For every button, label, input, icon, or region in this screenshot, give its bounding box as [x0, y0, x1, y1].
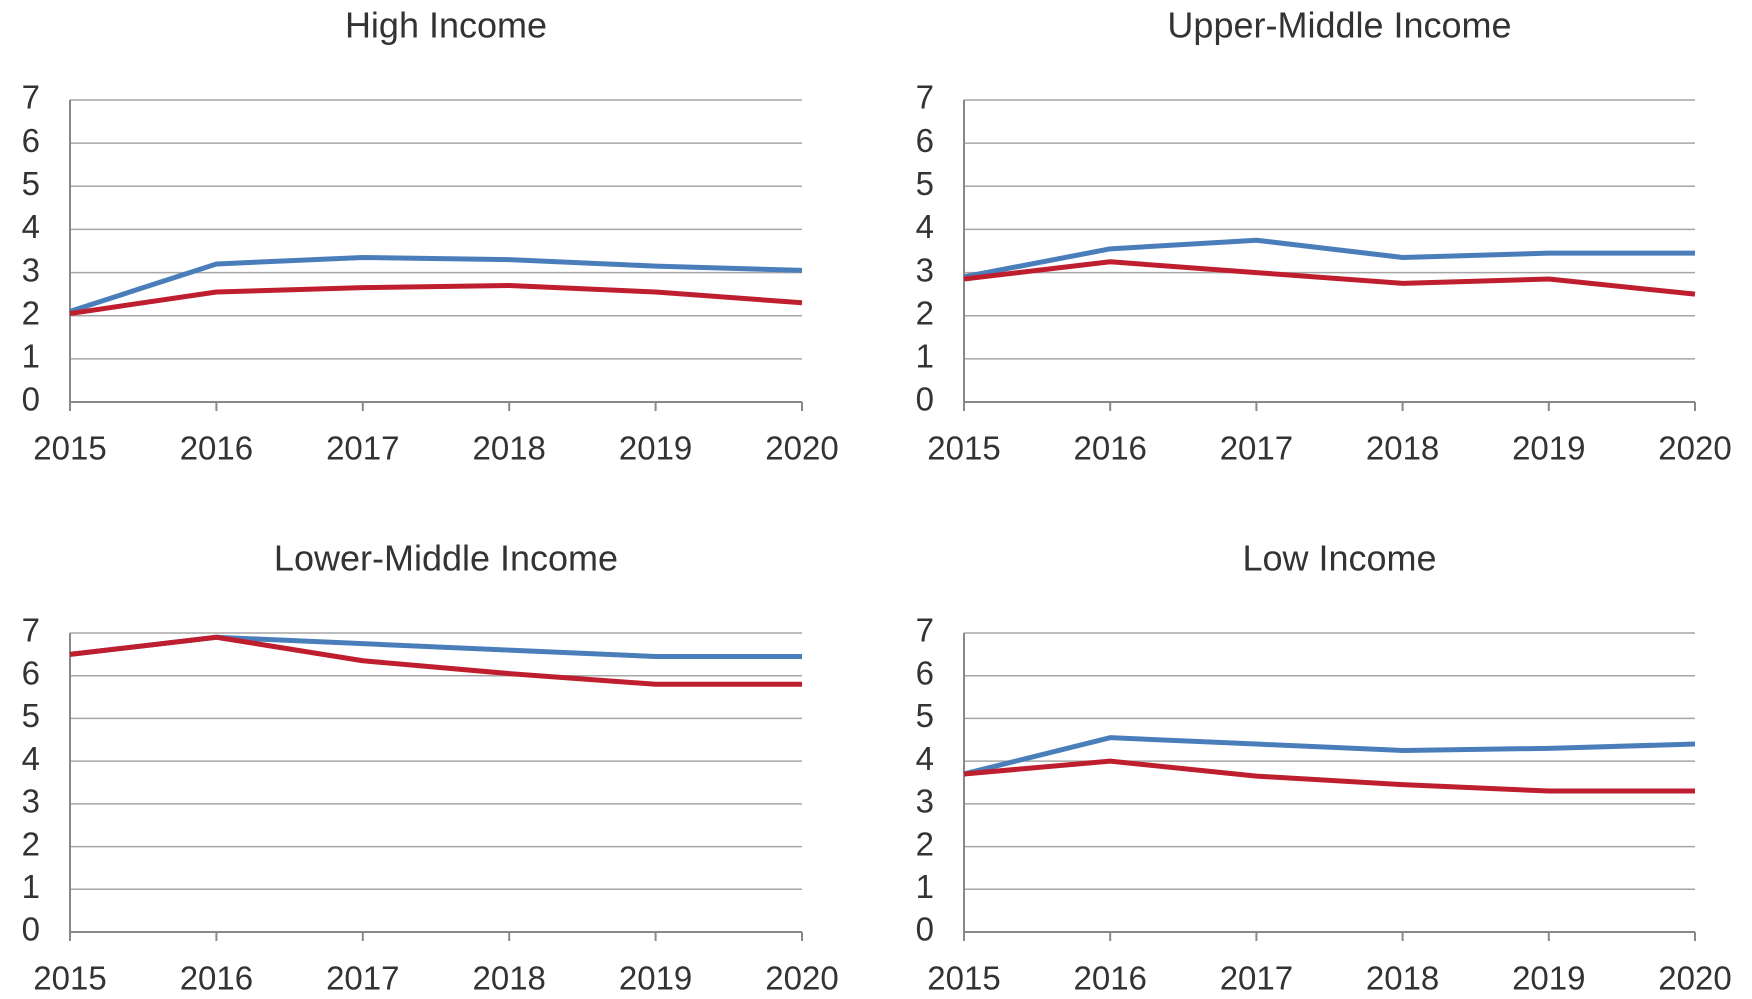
y-tick-label: 1 — [22, 338, 40, 375]
y-tick-label: 1 — [22, 868, 40, 905]
y-tick-label: 5 — [22, 165, 40, 202]
y-tick-label: 1 — [916, 868, 934, 905]
y-tick-label: 0 — [916, 381, 934, 418]
series-line — [963, 735, 1696, 777]
x-tick-label: 2020 — [1658, 960, 1731, 997]
series-line — [963, 237, 1695, 280]
x-tick-label: 2016 — [1073, 960, 1146, 997]
x-tick-label: 2017 — [1220, 430, 1293, 467]
y-tick-label: 5 — [916, 165, 934, 202]
x-tick-label: 2016 — [1073, 430, 1146, 467]
x-tick-label: 2020 — [1658, 430, 1731, 467]
x-tick-label: 2018 — [1366, 960, 1439, 997]
chart-title: Lower-Middle Income — [274, 538, 618, 579]
y-tick-label: 2 — [916, 825, 934, 862]
x-tick-label: 2019 — [619, 960, 692, 997]
series-line — [69, 283, 803, 317]
y-tick-label: 7 — [916, 612, 934, 649]
x-tick-label: 2018 — [1366, 430, 1439, 467]
y-tick-label: 5 — [22, 697, 40, 734]
y-tick-label: 3 — [916, 251, 934, 288]
x-tick-label: 2020 — [765, 960, 838, 997]
y-tick-label: 0 — [22, 911, 40, 948]
x-tick-label: 2019 — [1512, 430, 1585, 467]
y-tick-label: 3 — [916, 783, 934, 820]
series-line — [963, 758, 1695, 794]
y-tick-label: 6 — [22, 122, 40, 159]
series-line — [963, 259, 1696, 297]
y-tick-label: 6 — [916, 122, 934, 159]
y-tick-label: 7 — [916, 79, 934, 116]
x-tick-label: 2016 — [180, 960, 253, 997]
y-tick-label: 4 — [916, 208, 934, 245]
x-tick-label: 2020 — [765, 430, 838, 467]
series-line — [69, 254, 803, 314]
y-tick-label: 1 — [916, 338, 934, 375]
y-tick-label: 6 — [916, 654, 934, 691]
x-tick-label: 2015 — [927, 960, 1000, 997]
chart-title: High Income — [345, 5, 547, 46]
y-tick-label: 0 — [22, 381, 40, 418]
x-tick-label: 2019 — [619, 430, 692, 467]
y-tick-label: 0 — [916, 911, 934, 948]
x-tick-label: 2017 — [1220, 960, 1293, 997]
x-tick-label: 2018 — [472, 960, 545, 997]
x-tick-label: 2016 — [180, 430, 253, 467]
x-tick-label: 2018 — [472, 430, 545, 467]
chart-title: Upper-Middle Income — [1167, 5, 1511, 46]
y-tick-label: 7 — [22, 612, 40, 649]
chart-title: Low Income — [1242, 538, 1436, 579]
y-tick-label: 7 — [22, 79, 40, 116]
y-tick-label: 2 — [22, 825, 40, 862]
x-tick-label: 2017 — [326, 960, 399, 997]
x-tick-label: 2015 — [927, 430, 1000, 467]
y-tick-label: 3 — [22, 251, 40, 288]
y-tick-label: 2 — [22, 294, 40, 331]
x-tick-label: 2015 — [33, 960, 106, 997]
y-tick-label: 4 — [22, 740, 40, 777]
y-tick-label: 6 — [22, 654, 40, 691]
y-tick-label: 3 — [22, 783, 40, 820]
y-tick-label: 5 — [916, 697, 934, 734]
y-tick-label: 4 — [22, 208, 40, 245]
series-line — [69, 634, 802, 687]
x-tick-label: 2019 — [1512, 960, 1585, 997]
y-tick-label: 2 — [916, 294, 934, 331]
x-tick-label: 2015 — [33, 430, 106, 467]
x-tick-label: 2017 — [326, 430, 399, 467]
y-tick-label: 4 — [916, 740, 934, 777]
